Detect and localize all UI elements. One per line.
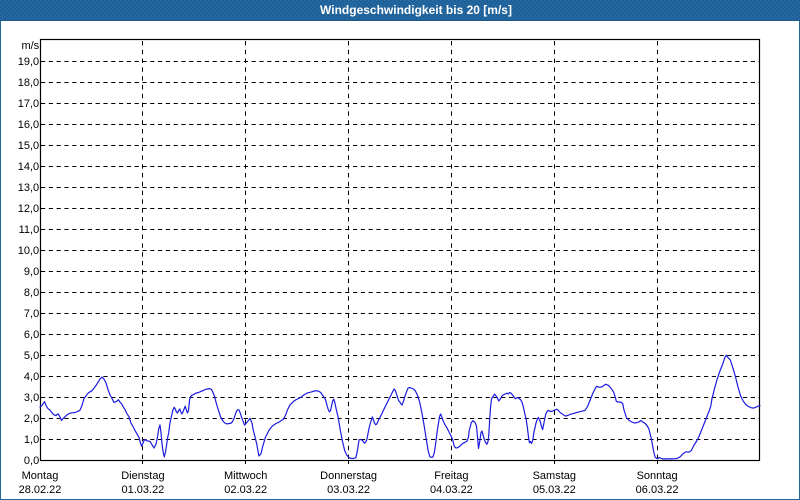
svg-text:02.03.22: 02.03.22 [224, 484, 267, 496]
svg-text:15,0: 15,0 [18, 140, 39, 152]
svg-text:7,0: 7,0 [24, 308, 39, 320]
svg-text:14,0: 14,0 [18, 161, 39, 173]
svg-text:Freitag: Freitag [434, 470, 468, 482]
svg-text:Montag: Montag [22, 470, 59, 482]
svg-text:0,0: 0,0 [24, 455, 39, 467]
svg-text:Samstag: Samstag [533, 470, 576, 482]
svg-text:2,0: 2,0 [24, 413, 39, 425]
svg-text:18,0: 18,0 [18, 77, 39, 89]
svg-text:28.02.22: 28.02.22 [19, 484, 62, 496]
svg-text:04.03.22: 04.03.22 [430, 484, 473, 496]
svg-text:10,0: 10,0 [18, 245, 39, 257]
svg-text:5,0: 5,0 [24, 350, 39, 362]
svg-text:1,0: 1,0 [24, 434, 39, 446]
svg-text:Donnerstag: Donnerstag [320, 470, 377, 482]
svg-text:m/s: m/s [21, 40, 39, 52]
svg-text:12,0: 12,0 [18, 203, 39, 215]
svg-text:17,0: 17,0 [18, 98, 39, 110]
svg-text:6,0: 6,0 [24, 329, 39, 341]
svg-text:06.03.22: 06.03.22 [636, 484, 679, 496]
svg-text:19,0: 19,0 [18, 56, 39, 68]
svg-text:Mittwoch: Mittwoch [224, 470, 267, 482]
svg-text:Dienstag: Dienstag [121, 470, 164, 482]
svg-text:8,0: 8,0 [24, 287, 39, 299]
svg-text:3,0: 3,0 [24, 392, 39, 404]
svg-text:05.03.22: 05.03.22 [533, 484, 576, 496]
svg-text:9,0: 9,0 [24, 266, 39, 278]
svg-text:4,0: 4,0 [24, 371, 39, 383]
svg-text:Sonntag: Sonntag [637, 470, 678, 482]
svg-text:13,0: 13,0 [18, 182, 39, 194]
svg-text:16,0: 16,0 [18, 119, 39, 131]
svg-text:03.03.22: 03.03.22 [327, 484, 370, 496]
svg-text:01.03.22: 01.03.22 [121, 484, 164, 496]
svg-text:11,0: 11,0 [19, 224, 40, 236]
